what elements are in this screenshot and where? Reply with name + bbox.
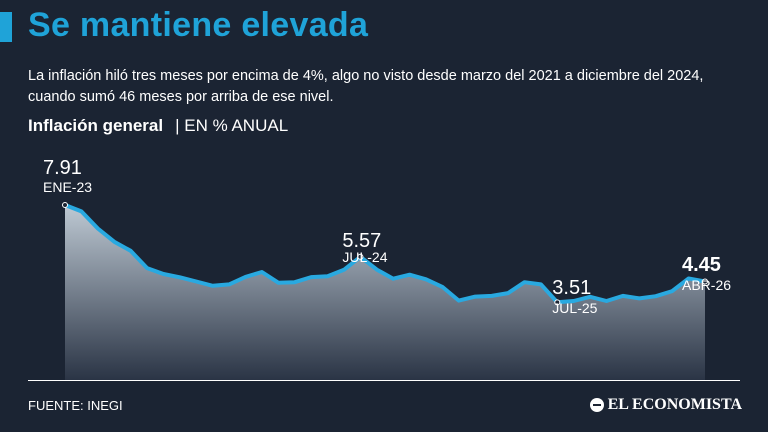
- data-label-value: 3.51: [552, 277, 591, 299]
- data-label-value: 5.57: [342, 230, 381, 252]
- data-label-date: ABR-26: [682, 277, 731, 293]
- data-point-marker: [357, 253, 364, 260]
- brand-name: EL ECONOMISTA: [607, 396, 742, 413]
- chart-subtitle: La inflación hiló tres meses por encima …: [28, 68, 704, 105]
- series-unit: | EN % ANUAL: [175, 116, 289, 135]
- page-title: Se mantiene elevada: [28, 6, 369, 44]
- accent-bar: [0, 12, 12, 42]
- brand-icon: [589, 398, 604, 412]
- data-label-date: JUL-25: [552, 300, 597, 316]
- inflation-line: [64, 203, 706, 305]
- series-name: Inflación general: [28, 116, 164, 135]
- data-point-marker: [702, 278, 708, 285]
- data-point-marker: [554, 299, 561, 306]
- data-label-value: 7.91: [43, 157, 82, 179]
- inflation-area: [65, 205, 705, 380]
- source-note: FUENTE: INEGI: [28, 398, 123, 413]
- data-point-marker: [62, 202, 68, 208]
- data-label-value: 4.45: [682, 254, 721, 276]
- data-label-date: ENE-23: [43, 179, 92, 195]
- data-label-date: JUL-24: [342, 249, 387, 265]
- brand-logo: EL ECONOMISTA: [589, 396, 742, 414]
- series-label: Inflación general | EN % ANUAL: [28, 116, 288, 136]
